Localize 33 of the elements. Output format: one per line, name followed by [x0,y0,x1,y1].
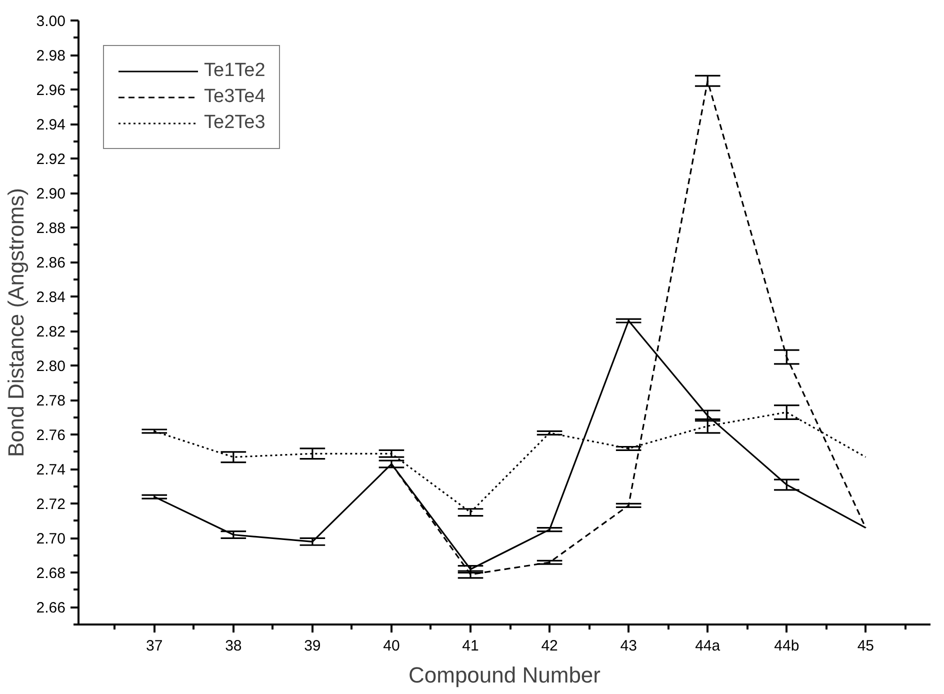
x-tick-label: 42 [541,638,558,654]
legend-label: Te1Te2 [204,60,266,82]
text: 3.00 [36,13,66,30]
y-tick-label: 2.68 [36,565,66,582]
x-tick-label: 43 [620,638,637,654]
x-tick-label: 39 [304,638,321,654]
y-tick-label: 2.88 [36,220,66,238]
y-tick-label: 2.84 [36,289,66,306]
x-tick-label: 37 [146,638,163,654]
x-tick-label: 45 [857,638,874,654]
legend-label: Te2Te3 [204,112,266,134]
y-tick-label: 2.66 [36,600,66,617]
y-tick-label: 2.76 [36,427,66,444]
y-tick-label: 2.98 [36,48,66,65]
x-axis-title: Compound Number [408,662,600,688]
x-tick-label: 38 [225,638,242,654]
x-tick-label: 41 [462,638,479,654]
x-tick-label: 40 [383,638,400,654]
y-tick-label: 2.78 [36,392,66,410]
x-tick-label: 44a [695,638,721,654]
y-tick-label: 2.92 [36,151,66,168]
text: 2.90 [36,186,66,203]
text: 2.70 [36,530,66,548]
text: 2.80 [36,358,66,376]
y-tick-label: 2.74 [36,462,66,479]
y-tick-label: 2.94 [36,116,66,134]
y-tick-label: 2.86 [36,254,66,272]
y-tick-label: 2.72 [36,496,66,514]
x-tick-label: 44b [774,638,800,654]
y-tick-label: 2.96 [36,82,66,100]
y-tick-label: 2.82 [36,324,66,341]
legend-label: Te3Te4 [204,86,266,108]
y-axis-title: Bond Distance (Angstroms) [3,188,28,457]
